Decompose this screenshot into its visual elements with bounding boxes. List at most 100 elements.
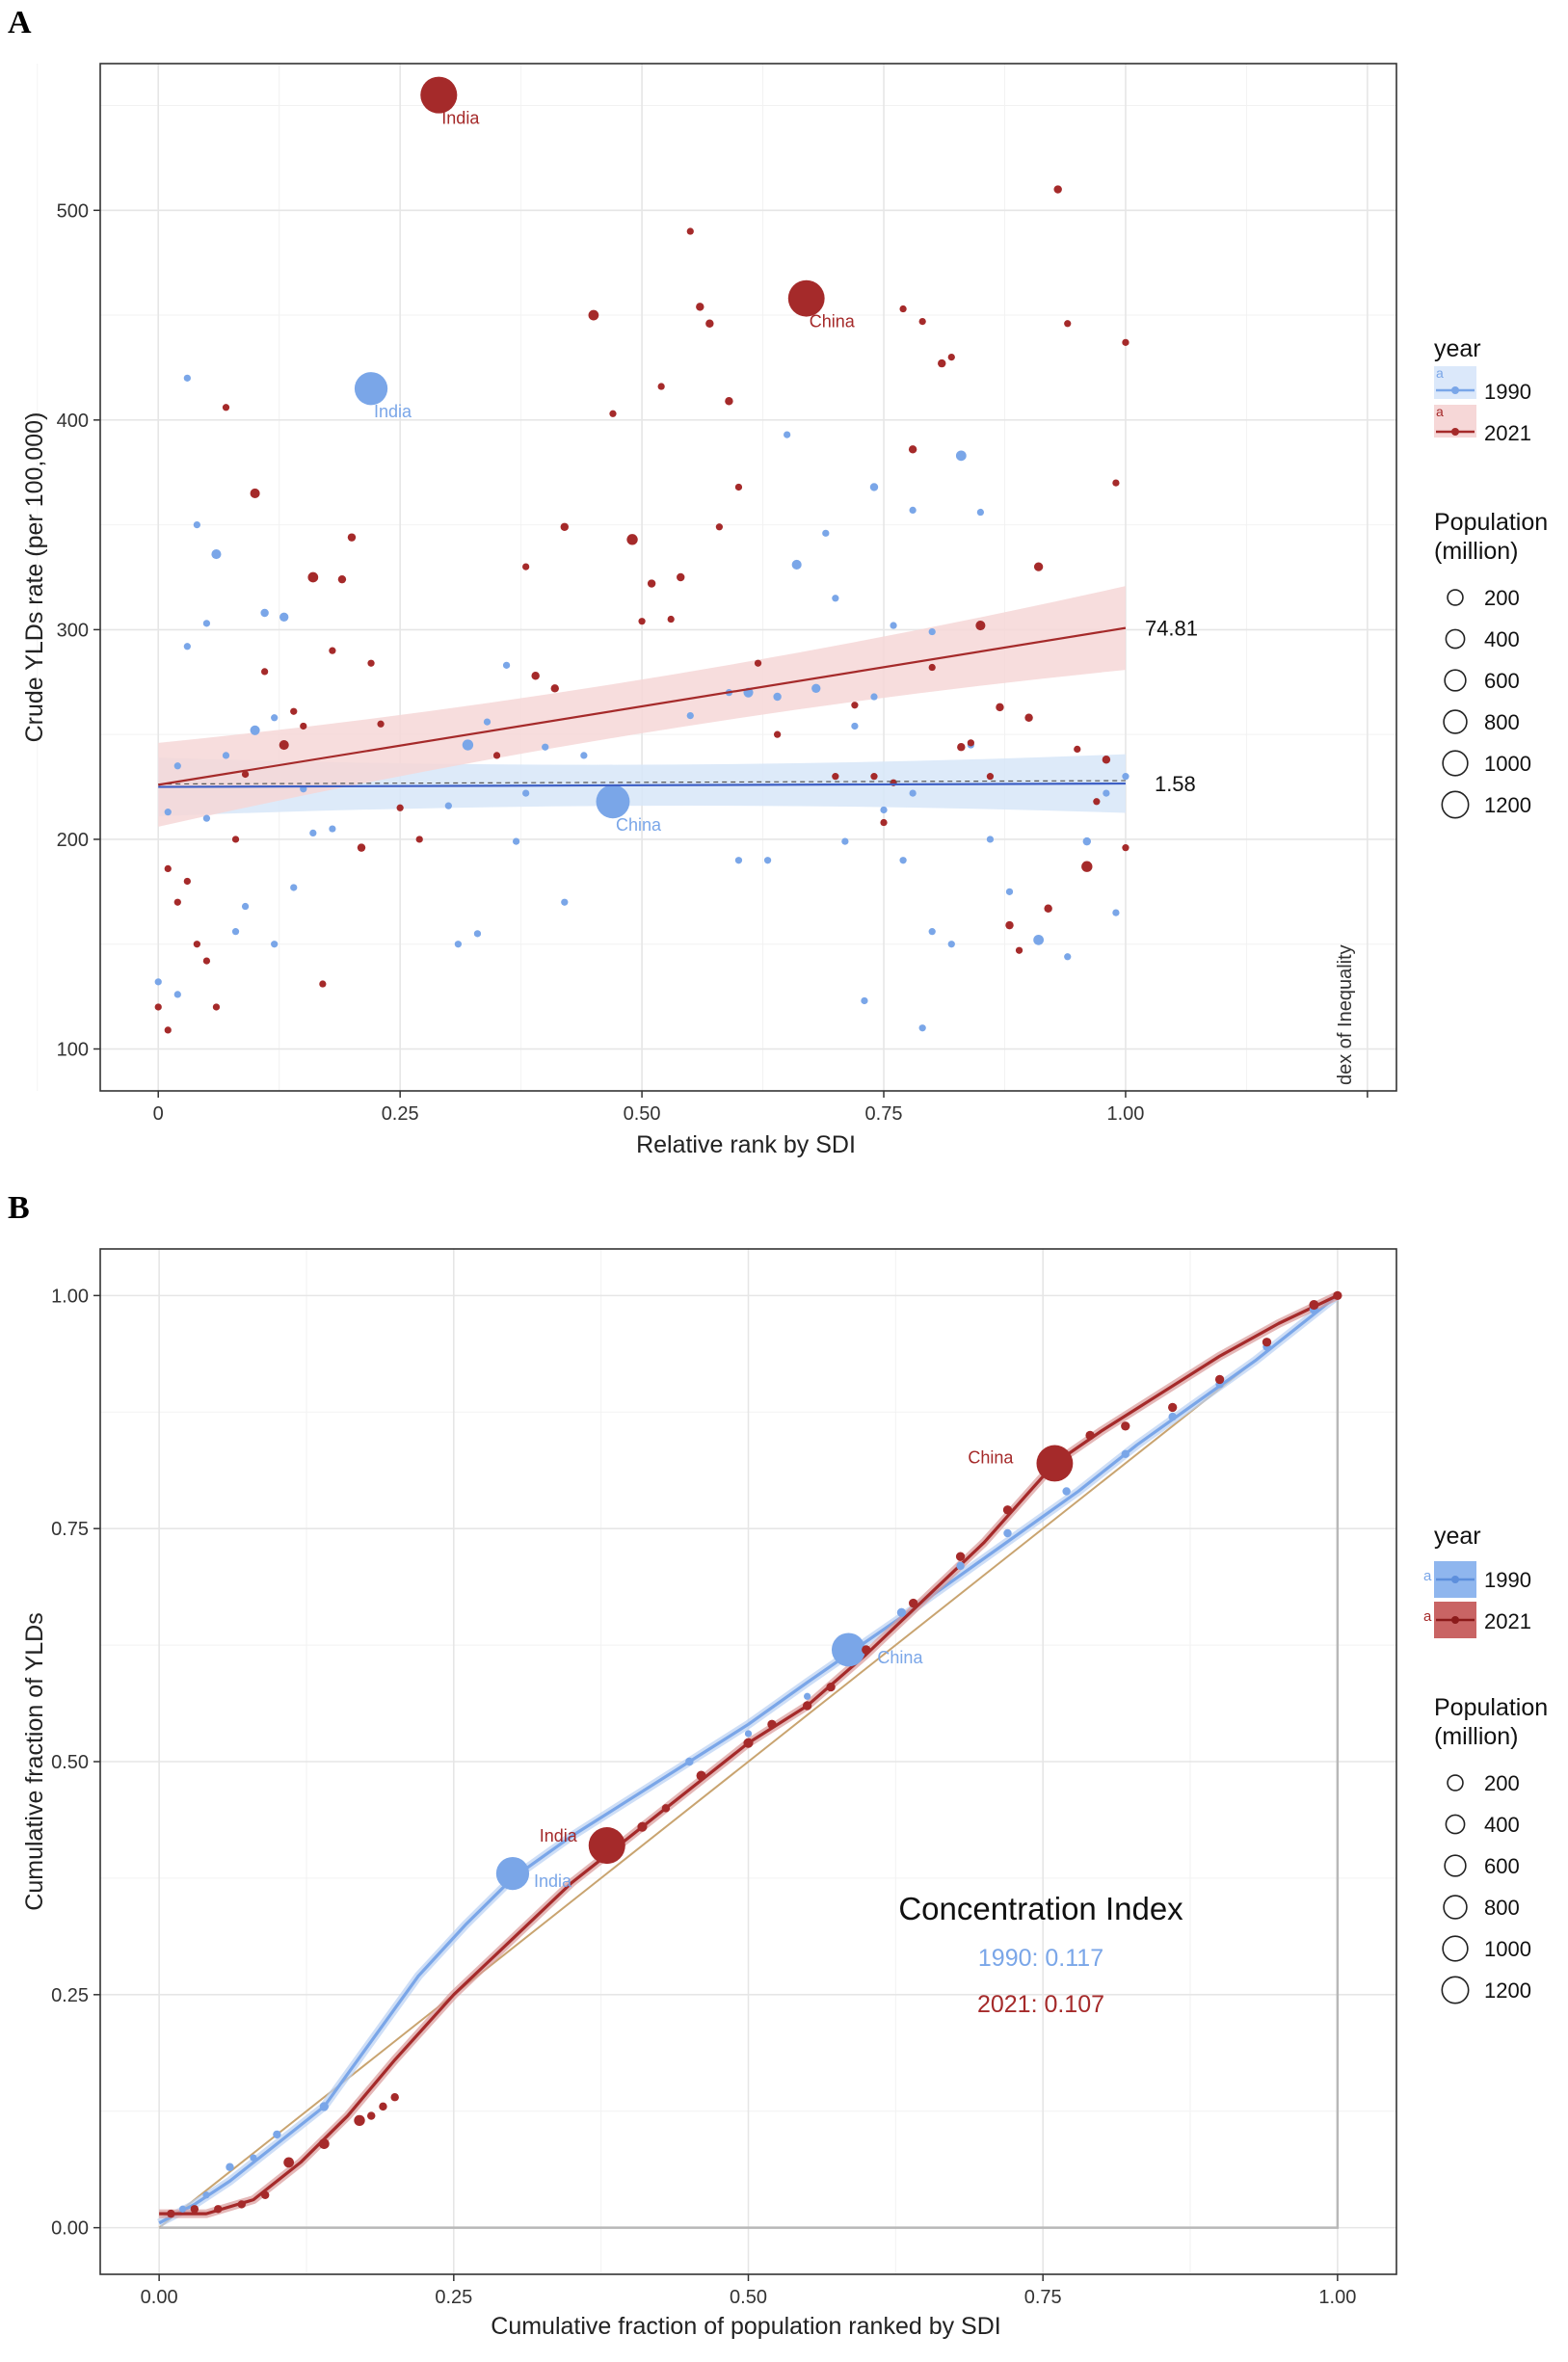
y-tick-label: 300 bbox=[57, 620, 89, 641]
panel-b-legend: year a 1990 a 2021 Population (million) … bbox=[1423, 1523, 1548, 2004]
point-2021 bbox=[415, 836, 423, 843]
point-1990 bbox=[909, 506, 917, 515]
point-2021 bbox=[773, 730, 782, 738]
legend-size-label: 200 bbox=[1484, 586, 1520, 610]
legend-a-1990-label: 1990 bbox=[1484, 380, 1531, 404]
point-2021 bbox=[1112, 479, 1120, 487]
point-label-china-2021: China bbox=[810, 312, 856, 332]
point-1990 bbox=[1005, 888, 1014, 895]
panel-a-regression-lines bbox=[158, 626, 1127, 788]
y-tick-label: 0.25 bbox=[51, 1985, 89, 2006]
point-2021 bbox=[696, 303, 704, 311]
point-2021 bbox=[826, 1682, 836, 1692]
panel-b-x-axis-title: Cumulative fraction of population ranked… bbox=[491, 2313, 1000, 2340]
point-2021 bbox=[420, 76, 458, 114]
point-2021 bbox=[667, 615, 675, 624]
x-tick-label: 0.25 bbox=[435, 2287, 472, 2308]
point-2021 bbox=[1081, 861, 1093, 872]
point-2021 bbox=[725, 397, 733, 406]
point-1990 bbox=[502, 661, 511, 669]
point-2021 bbox=[899, 305, 907, 313]
point-2021 bbox=[1033, 562, 1044, 571]
panel-a-legend: year a 1990 a 2021 Population (million) … bbox=[1434, 335, 1548, 819]
sii-1990-label: 1.58 bbox=[1155, 772, 1196, 796]
point-2021 bbox=[880, 818, 888, 827]
point-2021 bbox=[647, 579, 656, 588]
point-1990 bbox=[870, 693, 878, 701]
point-2021 bbox=[1122, 844, 1129, 852]
point-2021 bbox=[379, 2102, 387, 2111]
point-1990 bbox=[512, 837, 520, 845]
point-2021 bbox=[947, 353, 955, 361]
y-tick-label: 500 bbox=[57, 200, 89, 222]
point-1990 bbox=[271, 941, 279, 948]
panel-a-grid bbox=[37, 64, 1396, 1091]
point-1990 bbox=[822, 529, 830, 537]
point-2021 bbox=[996, 703, 1004, 712]
point-2021 bbox=[638, 618, 646, 625]
point-1990 bbox=[250, 2154, 257, 2162]
legend-size-circle bbox=[1444, 1854, 1467, 1877]
point-1990 bbox=[183, 643, 191, 650]
point-2021 bbox=[1002, 1505, 1013, 1515]
point-1990 bbox=[744, 1730, 753, 1738]
point-1990 bbox=[928, 627, 936, 636]
concentration-index-1990: 1990: 0.117 bbox=[978, 1945, 1103, 1972]
point-2021 bbox=[357, 843, 366, 852]
point-2021 bbox=[290, 707, 298, 715]
point-2021 bbox=[261, 668, 269, 676]
panel-b-y-axis-title: Cumulative fraction of YLDs bbox=[21, 1612, 48, 1910]
point-2021 bbox=[190, 2205, 199, 2214]
point-2021 bbox=[734, 483, 743, 491]
point-1990 bbox=[784, 431, 791, 438]
point-2021 bbox=[347, 533, 357, 542]
y-tick-label: 0.50 bbox=[51, 1752, 89, 1773]
legend-b-population-sizes: 200 400 600 800 1000 1200 bbox=[1441, 1771, 1531, 2004]
point-2021 bbox=[300, 722, 307, 730]
panel-b-letter: B bbox=[8, 1190, 30, 1226]
point-1990 bbox=[947, 941, 955, 948]
point-1990 bbox=[173, 762, 181, 770]
equality-diagonal bbox=[158, 1294, 1339, 2229]
point-2021 bbox=[1122, 338, 1129, 346]
point-2021 bbox=[193, 941, 200, 948]
point-2021 bbox=[319, 980, 327, 988]
point-1990 bbox=[918, 1024, 926, 1032]
panel-a-y-axis-title: Crude YLDs rate (per 100,000) bbox=[21, 412, 48, 743]
legend-a-2021-glyph: a bbox=[1436, 404, 1444, 419]
x-tick-label: 0.75 bbox=[1024, 2287, 1062, 2308]
point-1990 bbox=[178, 2205, 187, 2213]
point-1990 bbox=[686, 711, 694, 720]
point-2021 bbox=[955, 1552, 966, 1561]
panel-a-side-label: dex of Inequality bbox=[1335, 944, 1356, 1085]
point-2021 bbox=[279, 739, 289, 751]
point-1990 bbox=[561, 898, 569, 906]
concentration-curve-1990 bbox=[158, 1294, 1339, 2225]
point-2021 bbox=[1262, 1338, 1272, 1347]
legend-size-circle bbox=[1444, 669, 1467, 692]
legend-size-label: 600 bbox=[1484, 1854, 1520, 1878]
point-2021 bbox=[396, 804, 404, 811]
point-1990 bbox=[354, 372, 388, 406]
point-1990 bbox=[279, 612, 289, 622]
point-1990 bbox=[956, 1561, 965, 1571]
legend-a-pop-title-1: Population bbox=[1434, 509, 1548, 536]
point-1990 bbox=[462, 739, 474, 751]
point-2021 bbox=[560, 522, 570, 532]
concentration-index-title: Concentration Index bbox=[898, 1891, 1183, 1926]
point-2021 bbox=[743, 1738, 754, 1748]
point-2021 bbox=[928, 663, 936, 672]
point-2021 bbox=[918, 317, 926, 326]
x-tick-label: 1.00 bbox=[1106, 1103, 1144, 1125]
point-1990 bbox=[580, 752, 588, 759]
point-1990 bbox=[542, 743, 549, 751]
legend-size-circle bbox=[1442, 1935, 1469, 1962]
point-1990 bbox=[763, 857, 772, 864]
legend-size-circle bbox=[1443, 709, 1468, 734]
y-tick-label: 0.75 bbox=[51, 1519, 89, 1540]
point-2021 bbox=[938, 358, 946, 368]
legend-b-1990-label: 1990 bbox=[1484, 1568, 1531, 1592]
point-1990 bbox=[444, 802, 452, 809]
point-1990 bbox=[271, 714, 279, 722]
point-1990 bbox=[734, 857, 743, 864]
